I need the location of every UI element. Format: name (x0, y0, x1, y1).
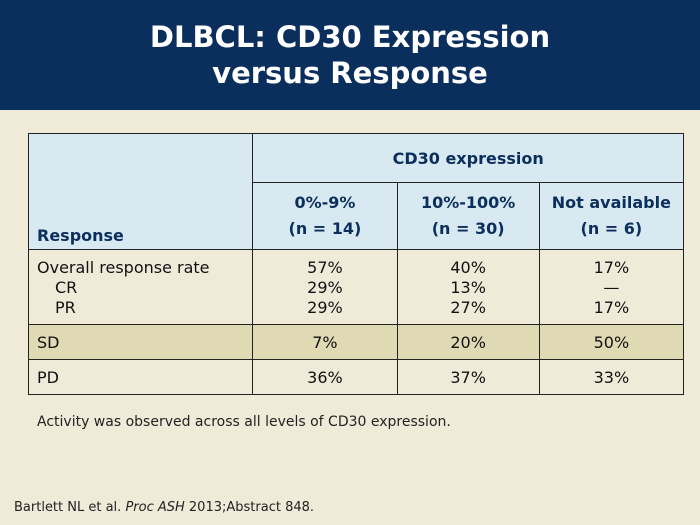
cell-value: 27% (450, 298, 486, 317)
cell-value: — (603, 278, 620, 297)
value-cell: 17% — 17% (538, 249, 685, 325)
cell-value: 20% (396, 324, 540, 360)
column-range: Not available (551, 193, 671, 212)
column-header: 0%-9% (n = 14) (252, 182, 398, 250)
column-n: (n = 30) (431, 219, 505, 238)
column-header: 10%-100% (n = 30) (396, 182, 540, 250)
table-header-row-1: Response CD30 expression (27, 133, 684, 250)
cell-value: 7% (252, 324, 398, 360)
response-table: Response CD30 expression 0%-9% (n = 14) … (27, 133, 685, 395)
title-line-2: versus Response (212, 56, 488, 90)
value-cell: 57% 29% 29% (252, 249, 398, 325)
cell-value: 17% (593, 258, 630, 277)
column-range: 0%-9% (294, 193, 356, 212)
cell-value: 29% (307, 278, 343, 297)
row-label: PR (55, 298, 76, 317)
table-header-row-2: 0%-9% (n = 14) 10%-100% (n = 30) Not ava… (29, 182, 685, 250)
row-label: CR (55, 278, 78, 297)
cell-value: 29% (307, 298, 343, 317)
cell-value: 36% (252, 359, 398, 395)
citation-details: 2013;Abstract 848. (184, 500, 315, 515)
column-n: (n = 14) (288, 219, 362, 238)
column-n: (n = 6) (580, 219, 643, 238)
table-row-response-rates: Overall response rate CR PR 57% 29% 29% … (27, 249, 685, 325)
column-range: 10%-100% (420, 193, 516, 212)
cell-value: 37% (396, 359, 540, 395)
row-label: PD (27, 359, 254, 395)
column-header: Not available (n = 6) (538, 182, 685, 250)
table-row-pd: PD 36% 37% 33% (27, 359, 685, 395)
title-line-1: DLBCL: CD30 Expression (149, 20, 551, 54)
cd30-group-header: CD30 expression (252, 133, 684, 183)
citation: Bartlett NL et al. Proc ASH 2013;Abstrac… (14, 500, 314, 515)
cell-value: 33% (538, 359, 685, 395)
cell-value: 13% (450, 278, 486, 297)
value-cell: 40% 13% 27% (396, 249, 540, 325)
row-label: SD (27, 324, 254, 360)
slide-title: DLBCL: CD30 Expression versus Response (0, 0, 700, 110)
cell-value: 40% (450, 258, 486, 277)
cell-value: 50% (538, 324, 685, 360)
row-label-cell: Overall response rate CR PR (27, 249, 254, 325)
cell-value: 17% (593, 298, 630, 317)
citation-authors: Bartlett NL et al. (14, 500, 126, 515)
cell-value: 57% (307, 258, 343, 277)
citation-journal: Proc ASH (125, 500, 185, 515)
activity-note: Activity was observed across all levels … (37, 414, 451, 430)
row-label: Overall response rate (37, 258, 210, 277)
response-header: Response (27, 133, 254, 250)
table-row-sd: SD 7% 20% 50% (27, 324, 685, 360)
